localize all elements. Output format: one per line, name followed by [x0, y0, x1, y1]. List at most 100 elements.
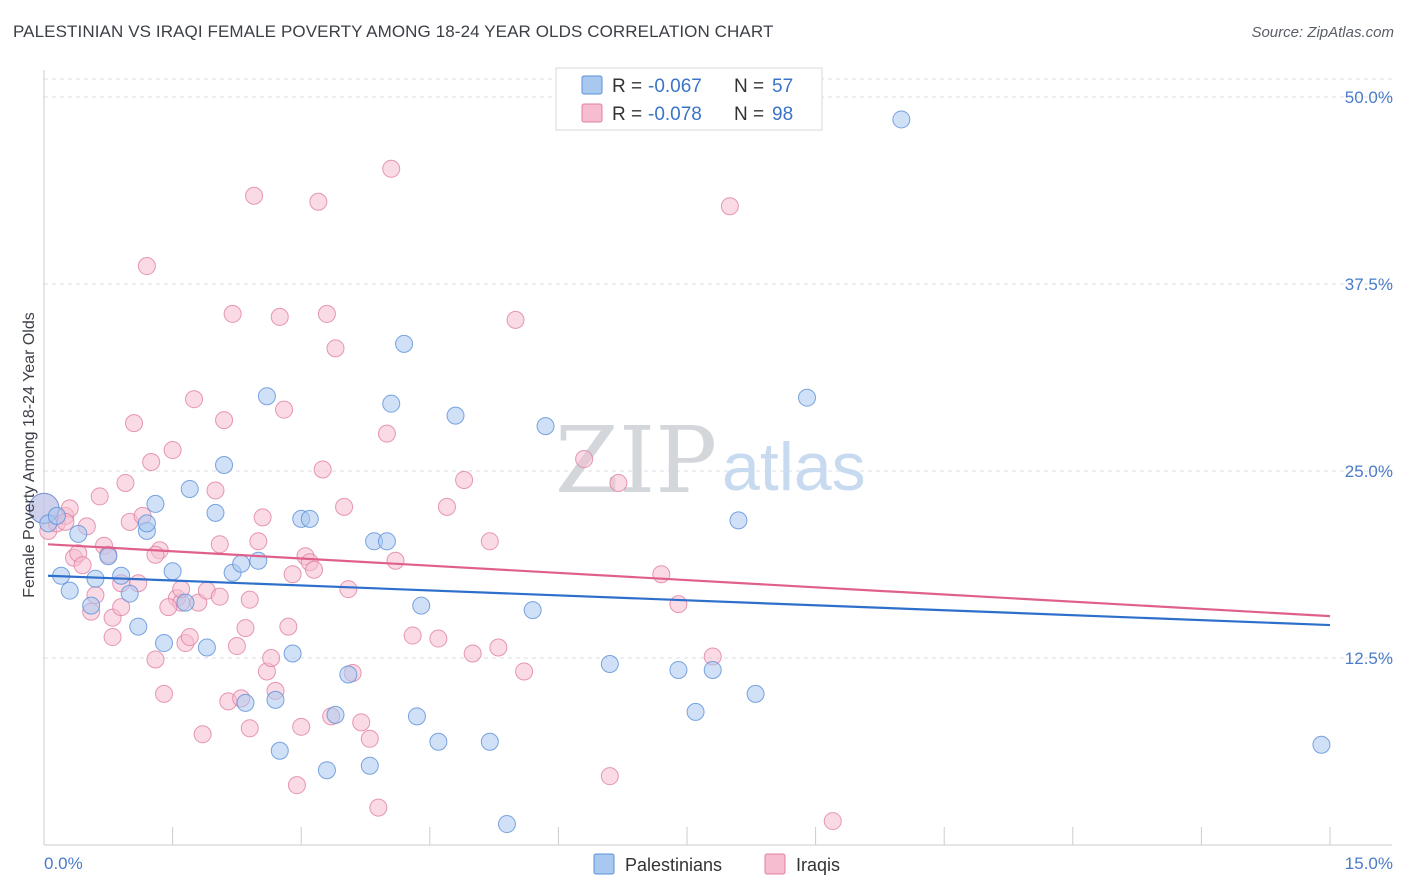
- palestinians-point: [523, 601, 542, 620]
- iraqis-point: [609, 473, 628, 492]
- iraqis-point: [180, 628, 199, 647]
- y-tick-label: 25.0%: [1345, 462, 1393, 481]
- palestinians-point: [270, 741, 289, 760]
- y-tick-labels: 12.5% 25.0% 37.5% 50.0%: [1345, 88, 1393, 668]
- iraqis-point: [137, 257, 156, 276]
- palestinians-point: [407, 707, 426, 726]
- watermark-atlas: atlas: [722, 429, 866, 505]
- palestinians-point: [163, 562, 182, 581]
- bottom-legend-label-palestinians: Palestinians: [625, 855, 722, 875]
- bottom-legend-swatch-iraqis: [764, 853, 786, 875]
- iraqis-point: [377, 424, 396, 443]
- palestinians-point: [60, 581, 79, 600]
- legend-n-value-iraqis: 98: [772, 104, 793, 125]
- palestinians-point: [798, 388, 817, 407]
- chart-title: PALESTINIAN VS IRAQI FEMALE POVERTY AMON…: [13, 22, 774, 41]
- iraqis-point: [90, 487, 109, 506]
- palestinians-point: [206, 503, 225, 522]
- iraqis-point: [386, 551, 405, 570]
- palestinians-point: [232, 554, 251, 573]
- series-palestinians: [28, 110, 1331, 834]
- iraqis-point: [163, 441, 182, 460]
- palestinians-point: [137, 514, 156, 533]
- palestinians-point: [69, 524, 88, 543]
- x-ticks: [172, 827, 1331, 845]
- y-tick-label: 12.5%: [1345, 649, 1393, 668]
- palestinians-point: [82, 596, 101, 615]
- legend-r-label-palestinians: R =: [612, 76, 642, 97]
- bottom-legend-swatch-palestinians: [593, 853, 615, 875]
- iraqis-point: [146, 545, 165, 564]
- iraqis-point: [455, 470, 474, 489]
- palestinians-point: [257, 387, 276, 406]
- watermark: ZIP atlas: [555, 407, 866, 514]
- iraqis-point: [515, 662, 534, 681]
- iraqis-point: [429, 629, 448, 648]
- palestinians-point: [120, 584, 139, 603]
- x-tick-label: 0.0%: [44, 854, 83, 873]
- iraqis-point: [292, 717, 311, 736]
- y-tick-label: 50.0%: [1345, 88, 1393, 107]
- iraqis-point: [253, 508, 272, 527]
- iraqis-point: [112, 598, 131, 617]
- palestinians-point: [300, 509, 319, 528]
- iraqis-point: [489, 638, 508, 657]
- iraqis-point: [73, 556, 92, 575]
- palestinians-trend-line: [47, 574, 1331, 627]
- palestinians-point: [180, 479, 199, 498]
- palestinians-point: [446, 406, 465, 425]
- iraqis-point: [669, 595, 688, 614]
- x-tick-label: 15.0%: [1345, 854, 1393, 873]
- iraqis-point: [125, 414, 144, 433]
- iraqis-point: [206, 481, 225, 500]
- legend-box: R = -0.067 N = 57 R = -0.078 N = 98: [555, 67, 823, 131]
- palestinians-point: [729, 511, 748, 530]
- legend-n-label-iraqis: N =: [734, 104, 764, 125]
- iraqis-point: [249, 532, 268, 551]
- palestinians-point: [497, 815, 516, 834]
- iraqis-point: [227, 637, 246, 656]
- iraqis-point: [309, 192, 328, 211]
- palestinians-point: [480, 732, 499, 751]
- legend-n-label-palestinians: N =: [734, 76, 764, 97]
- bottom-legend-label-iraqis: Iraqis: [796, 855, 840, 875]
- palestinians-point: [686, 702, 705, 721]
- series-iraqis: [28, 159, 842, 831]
- legend-swatch-iraqis: [581, 103, 603, 123]
- palestinians-point: [746, 684, 765, 703]
- iraqis-point: [283, 565, 302, 584]
- iraqis-point: [600, 767, 619, 786]
- palestinians-point: [339, 665, 358, 684]
- palestinians-point: [112, 566, 131, 585]
- iraqis-point: [159, 598, 178, 617]
- iraqis-point: [142, 453, 161, 472]
- iraqis-point: [236, 619, 255, 638]
- palestinians-point: [536, 417, 555, 436]
- palestinians-point: [412, 596, 431, 615]
- palestinians-point: [266, 690, 285, 709]
- palestinians-point: [283, 644, 302, 663]
- y-axis-label: Female Poverty Among 18-24 Year Olds: [21, 312, 38, 598]
- iraqis-point: [262, 649, 281, 667]
- iraqis-point: [275, 400, 294, 419]
- palestinians-point: [155, 634, 174, 653]
- iraqis-point: [103, 628, 122, 647]
- palestinians-point: [360, 756, 379, 775]
- palestinians-point: [382, 394, 401, 413]
- iraqis-point: [240, 719, 259, 738]
- iraqis-point: [313, 460, 332, 479]
- y-tick-label: 37.5%: [1345, 275, 1393, 294]
- iraqis-point: [403, 626, 422, 645]
- iraqis-point: [437, 497, 456, 516]
- iraqis-point: [382, 159, 401, 178]
- iraqis-point: [305, 560, 324, 579]
- palestinians-point: [47, 506, 66, 525]
- bottom-legend: Palestinians Iraqis: [593, 853, 840, 875]
- iraqis-point: [270, 307, 289, 326]
- iraqis-point: [317, 304, 336, 323]
- iraqis-point: [155, 684, 174, 703]
- iraqis-point: [240, 590, 259, 609]
- iraqis-point: [360, 729, 379, 748]
- legend-n-value-palestinians: 57: [772, 76, 793, 97]
- iraqis-point: [463, 644, 482, 663]
